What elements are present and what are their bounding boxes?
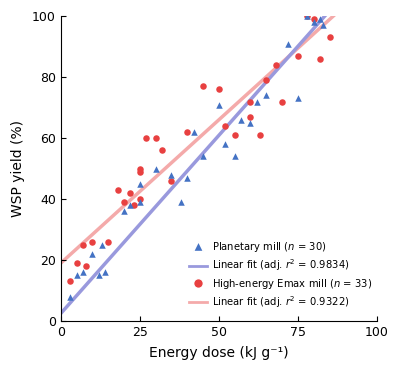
Point: [247, 99, 254, 105]
Point: [168, 178, 175, 184]
Point: [121, 199, 127, 205]
Point: [184, 175, 190, 181]
X-axis label: Energy dose (kJ g⁻¹): Energy dose (kJ g⁻¹): [149, 346, 289, 360]
Point: [310, 19, 317, 25]
Legend: Planetary mill ($n$ = 30), Linear fit (adj. $r^2$ = 0.9834), High-energy Emax mi: Planetary mill ($n$ = 30), Linear fit (a…: [189, 240, 372, 310]
Point: [310, 16, 317, 22]
Point: [114, 187, 121, 193]
Point: [159, 147, 165, 153]
Point: [232, 154, 238, 160]
Point: [127, 190, 134, 196]
Point: [121, 209, 127, 214]
Point: [232, 132, 238, 138]
Point: [89, 251, 96, 257]
Point: [99, 242, 105, 248]
Point: [272, 62, 279, 68]
Point: [89, 239, 96, 245]
Point: [222, 141, 228, 147]
Y-axis label: WSP yield (%): WSP yield (%): [11, 120, 25, 217]
Point: [96, 272, 102, 278]
Point: [216, 102, 222, 108]
Point: [130, 202, 137, 208]
Point: [320, 22, 326, 28]
Point: [263, 92, 270, 98]
Point: [216, 86, 222, 92]
Point: [304, 13, 310, 19]
Point: [285, 40, 292, 46]
Point: [295, 53, 301, 59]
Point: [73, 260, 80, 266]
Point: [317, 56, 323, 62]
Point: [279, 99, 285, 105]
Point: [83, 263, 89, 269]
Point: [200, 154, 206, 160]
Point: [222, 123, 228, 129]
Point: [73, 272, 80, 278]
Point: [317, 16, 323, 22]
Point: [137, 181, 143, 187]
Point: [178, 199, 184, 205]
Point: [247, 114, 254, 120]
Point: [143, 135, 149, 141]
Point: [105, 239, 112, 245]
Point: [184, 129, 190, 135]
Point: [304, 13, 310, 19]
Point: [137, 199, 143, 205]
Point: [190, 129, 197, 135]
Point: [247, 120, 254, 126]
Point: [137, 165, 143, 171]
Point: [254, 99, 260, 105]
Point: [102, 269, 108, 275]
Point: [80, 269, 86, 275]
Point: [263, 77, 270, 83]
Point: [67, 279, 74, 285]
Point: [152, 165, 159, 171]
Point: [200, 83, 206, 89]
Point: [137, 196, 143, 202]
Point: [257, 132, 263, 138]
Point: [238, 117, 244, 123]
Point: [137, 169, 143, 175]
Point: [67, 294, 74, 300]
Point: [127, 202, 134, 208]
Point: [295, 95, 301, 101]
Point: [80, 242, 86, 248]
Point: [152, 135, 159, 141]
Point: [168, 172, 175, 178]
Point: [326, 35, 333, 40]
